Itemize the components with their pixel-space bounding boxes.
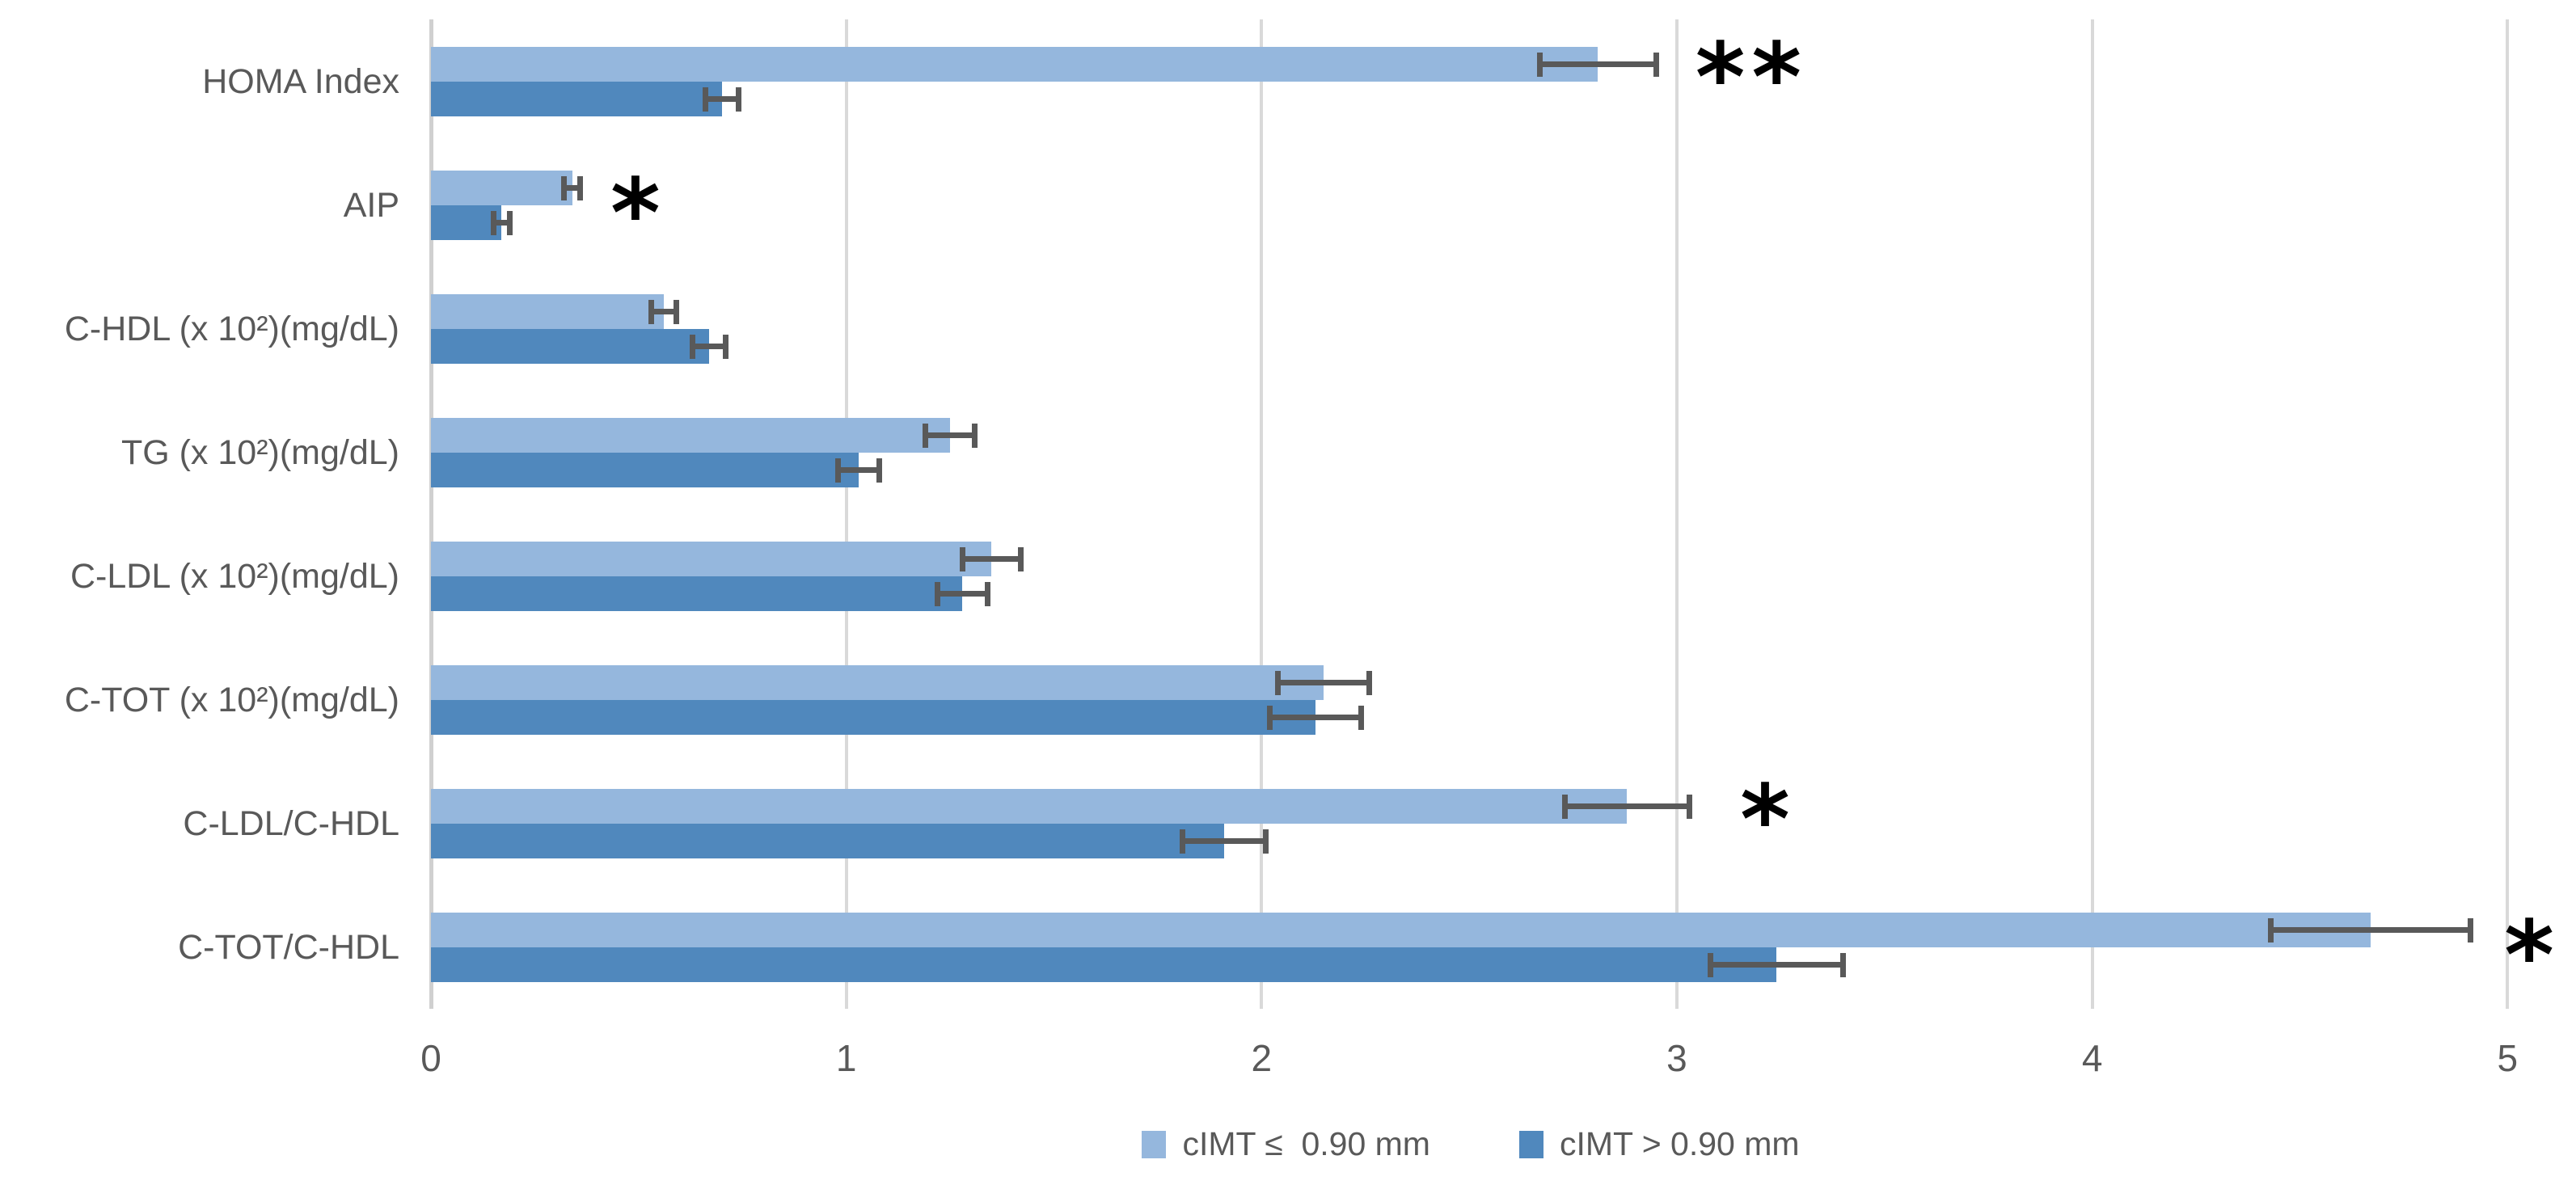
bar-series1 bbox=[431, 665, 1324, 700]
error-bar-cap bbox=[935, 581, 941, 606]
bar-series1 bbox=[431, 47, 1598, 82]
error-bar bbox=[705, 96, 739, 102]
error-bar-cap bbox=[959, 546, 965, 571]
bar-series2 bbox=[431, 824, 1225, 858]
error-bar bbox=[651, 309, 677, 314]
bar-series2 bbox=[431, 82, 722, 116]
error-bar-cap bbox=[673, 299, 679, 324]
gridline bbox=[1260, 19, 1264, 1009]
error-bar bbox=[1539, 61, 1657, 67]
x-tick-label: 0 bbox=[420, 1037, 441, 1079]
error-bar bbox=[493, 220, 510, 226]
error-bar bbox=[1565, 803, 1690, 809]
error-bar-cap bbox=[1180, 829, 1186, 854]
bar-series2 bbox=[431, 453, 859, 487]
category-label: C-HDL (x 10²)(mg/dL) bbox=[64, 310, 399, 348]
x-tick-label: 5 bbox=[2497, 1037, 2519, 1079]
legend-label: cIMT ≤ 0.90 mm bbox=[1182, 1125, 1430, 1162]
error-bar-cap bbox=[1358, 705, 1365, 730]
error-bar bbox=[925, 432, 975, 438]
error-bar-cap bbox=[690, 334, 696, 359]
error-bar-cap bbox=[507, 210, 513, 235]
significance-marker: * bbox=[1740, 762, 1797, 875]
error-bar-cap bbox=[2268, 917, 2274, 943]
category-label: C-TOT/C-HDL bbox=[178, 928, 399, 967]
bar-series1 bbox=[431, 294, 664, 329]
bar-series2 bbox=[431, 947, 1777, 982]
bar-series1 bbox=[431, 913, 2371, 947]
x-tick-label: 3 bbox=[1666, 1037, 1687, 1079]
bar-series2 bbox=[431, 329, 710, 364]
error-bar-cap bbox=[1366, 670, 1373, 695]
error-bar-cap bbox=[834, 458, 841, 483]
plot-area: ** * * * bbox=[429, 19, 2554, 1009]
bar-series1 bbox=[431, 789, 1628, 824]
error-bar bbox=[1182, 838, 1266, 844]
error-bar-cap bbox=[1839, 952, 1846, 977]
bar-series2 bbox=[431, 576, 963, 611]
bar-series1 bbox=[431, 542, 992, 576]
error-bar bbox=[692, 344, 726, 349]
error-bar-cap bbox=[577, 175, 584, 200]
category-label: C-TOT (x 10²)(mg/dL) bbox=[64, 681, 399, 719]
category-label: TG (x 10²)(mg/dL) bbox=[120, 433, 399, 472]
legend-entry: cIMT > 0.90 mm bbox=[1518, 1125, 1800, 1163]
bar-series1 bbox=[431, 418, 951, 453]
error-bar bbox=[937, 591, 988, 597]
error-bar bbox=[1277, 680, 1370, 685]
error-bar-cap bbox=[972, 423, 978, 448]
gridline bbox=[2506, 19, 2510, 1009]
error-bar-cap bbox=[1267, 705, 1273, 730]
error-bar-cap bbox=[648, 299, 654, 324]
significance-marker: * bbox=[2504, 899, 2561, 1011]
error-bar-cap bbox=[922, 423, 928, 448]
category-label: HOMA Index bbox=[202, 62, 399, 101]
gridline bbox=[2090, 19, 2094, 1009]
bar-series1 bbox=[431, 171, 572, 205]
error-bar-cap bbox=[1686, 794, 1692, 819]
error-bar-cap bbox=[1017, 546, 1024, 571]
bar-series2 bbox=[431, 700, 1316, 735]
legend-entry: cIMT ≤ 0.90 mm bbox=[1142, 1125, 1430, 1163]
legend: cIMT ≤ 0.90 mm cIMT > 0.90 mm bbox=[431, 1125, 2511, 1163]
value-axis-line bbox=[429, 19, 433, 1009]
significance-marker: ** bbox=[1695, 20, 1809, 133]
error-bar bbox=[1269, 715, 1362, 720]
error-bar-cap bbox=[1536, 52, 1543, 77]
error-bar-cap bbox=[1707, 952, 1713, 977]
error-bar-cap bbox=[735, 86, 741, 112]
x-tick-label: 1 bbox=[835, 1037, 857, 1079]
error-bar-cap bbox=[560, 175, 567, 200]
error-bar-cap bbox=[702, 86, 708, 112]
error-bar-cap bbox=[984, 581, 990, 606]
error-bar-cap bbox=[490, 210, 496, 235]
error-bar-cap bbox=[2467, 917, 2473, 943]
category-label: C-LDL/C-HDL bbox=[183, 804, 399, 843]
legend-label: cIMT > 0.90 mm bbox=[1559, 1125, 1800, 1162]
x-tick-label: 2 bbox=[1251, 1037, 1273, 1079]
error-bar-cap bbox=[1561, 794, 1568, 819]
gridline bbox=[844, 19, 848, 1009]
gridline bbox=[1674, 19, 1679, 1009]
x-tick-label: 4 bbox=[2081, 1037, 2103, 1079]
error-bar-cap bbox=[1262, 829, 1269, 854]
legend-swatch bbox=[1142, 1130, 1167, 1158]
error-bar-cap bbox=[1275, 670, 1282, 695]
error-bar bbox=[962, 556, 1021, 562]
error-bar bbox=[838, 467, 880, 473]
error-bar-cap bbox=[876, 458, 883, 483]
error-bar bbox=[564, 185, 581, 191]
category-label: C-LDL (x 10²)(mg/dL) bbox=[70, 557, 399, 596]
bar-series2 bbox=[431, 205, 502, 240]
error-bar bbox=[2270, 927, 2471, 933]
significance-marker: * bbox=[610, 157, 667, 269]
error-bar-cap bbox=[1653, 52, 1659, 77]
error-bar bbox=[1710, 962, 1843, 968]
category-label: AIP bbox=[343, 186, 399, 225]
error-bar-cap bbox=[723, 334, 729, 359]
legend-swatch bbox=[1518, 1130, 1543, 1158]
